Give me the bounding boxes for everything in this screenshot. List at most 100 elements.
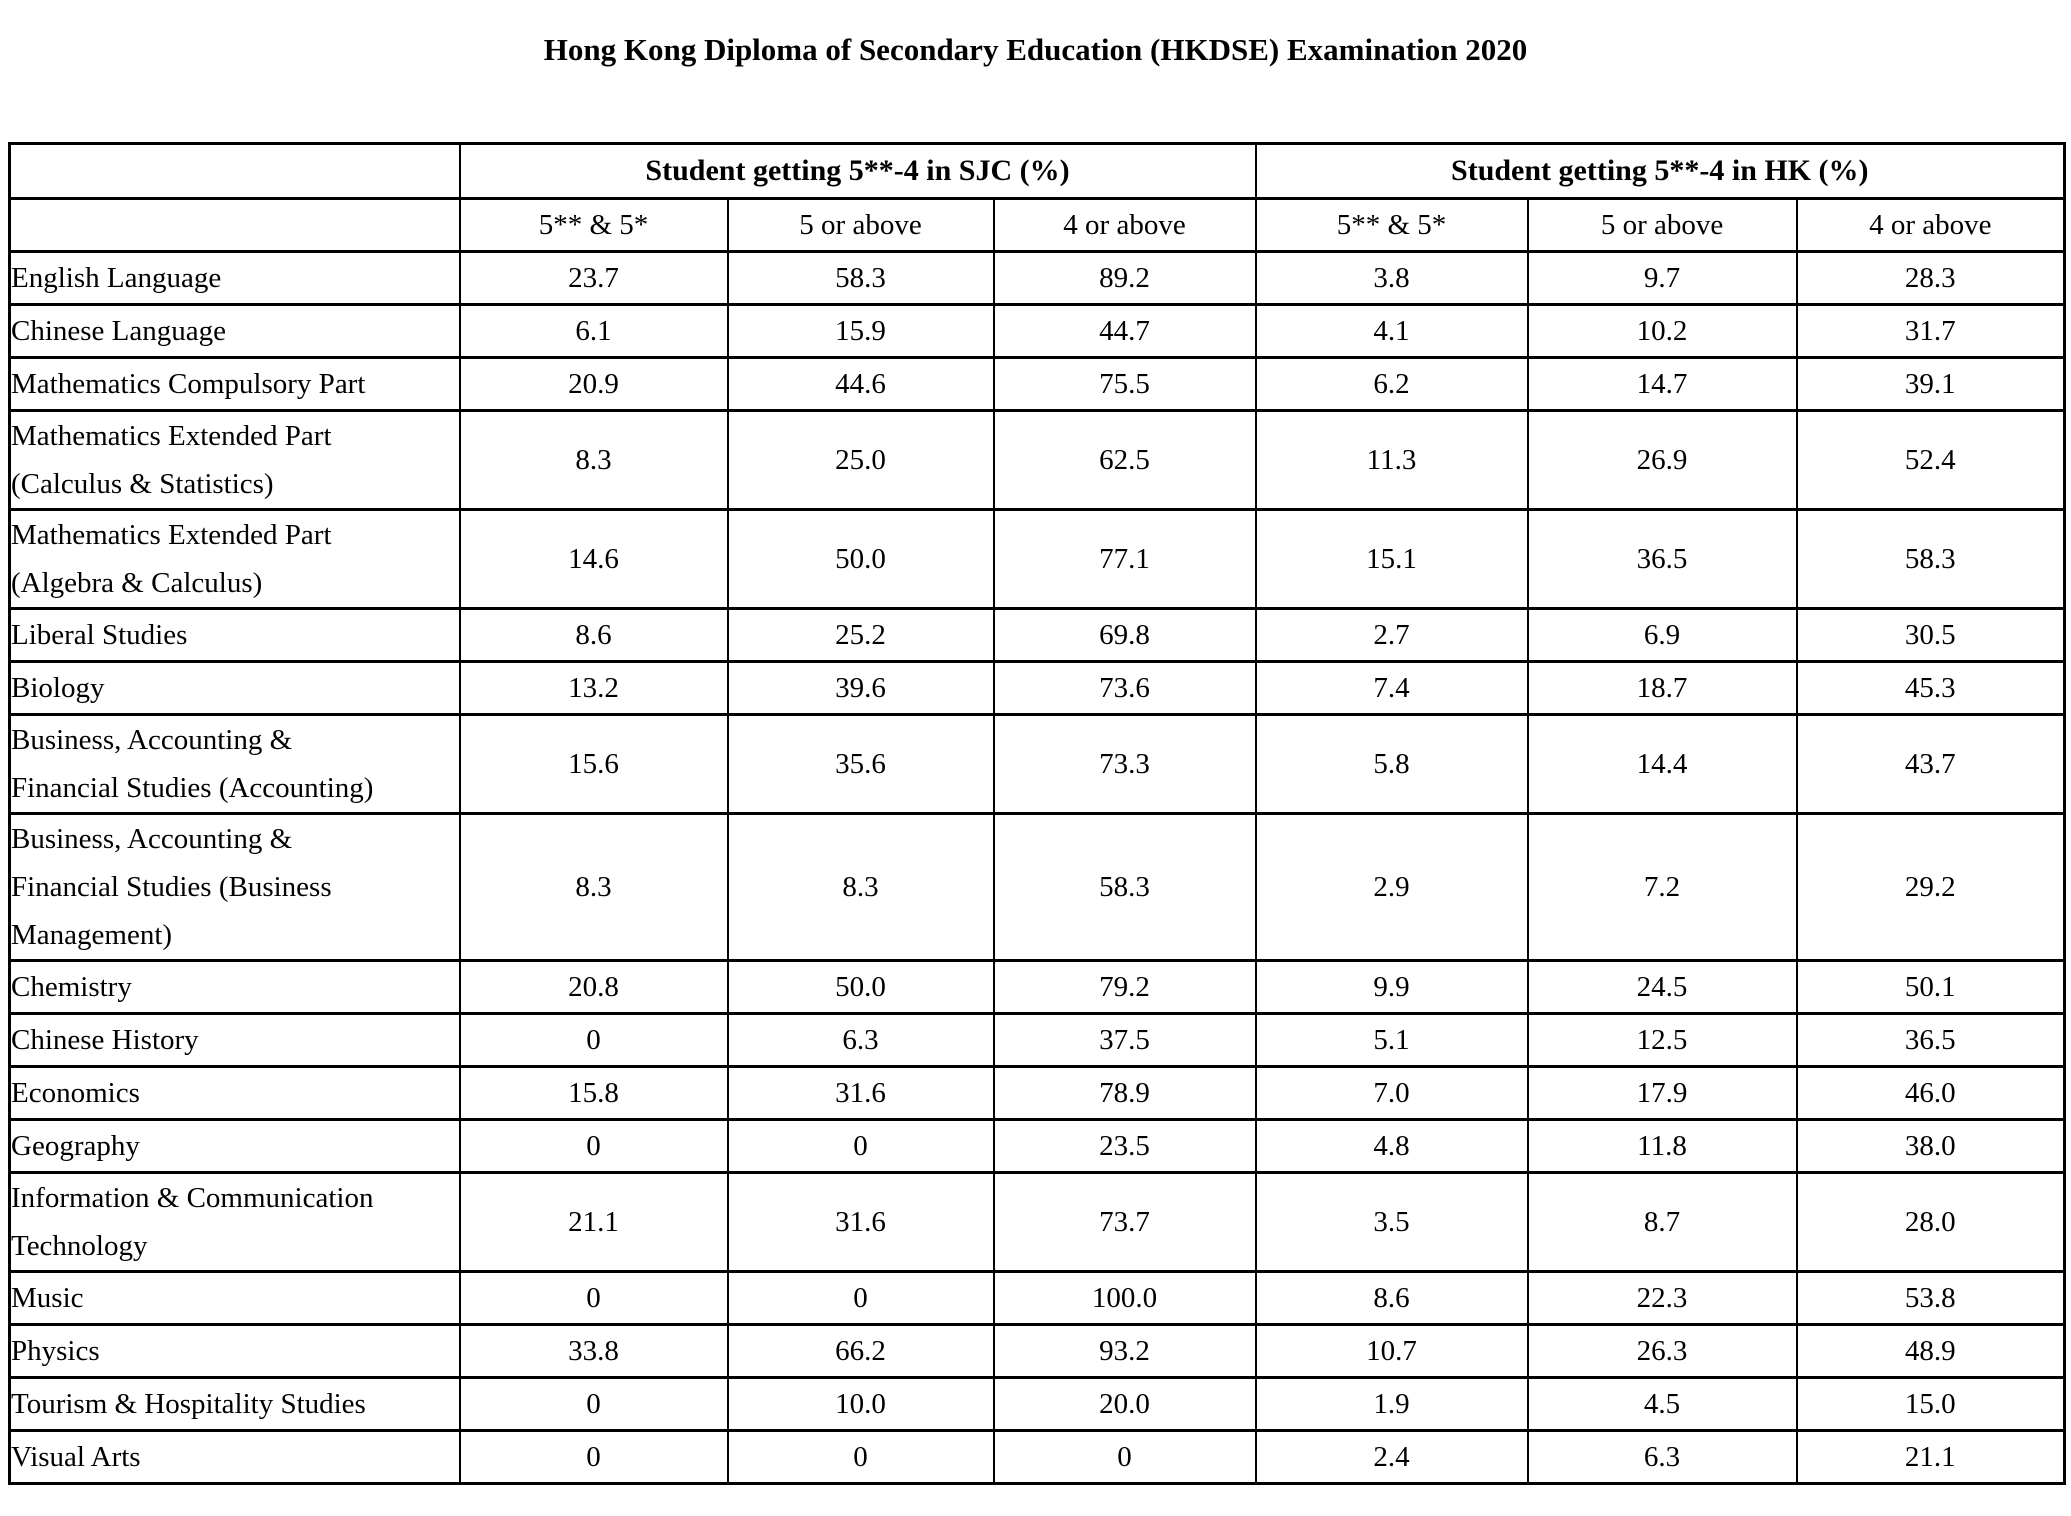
value-cell: 37.5 [992, 1012, 1257, 1068]
value-cell: 6.3 [1526, 1429, 1798, 1485]
value-cell: 35.6 [726, 713, 995, 815]
value-cell: 31.7 [1795, 303, 2066, 359]
value-cell: 22.3 [1526, 1270, 1798, 1326]
table-row: Business, Accounting & Financial Studies… [8, 812, 2066, 962]
table-row: Information & Communication Technology 21… [8, 1171, 2066, 1273]
value-cell: 73.7 [992, 1171, 1257, 1273]
corner-cell [8, 142, 461, 200]
value-cell: 5.1 [1254, 1012, 1529, 1068]
subject-cell: Mathematics Compulsory Part [8, 356, 461, 412]
value-cell: 14.6 [458, 508, 729, 610]
subject-cell: Business, Accounting & Financial Studies… [8, 812, 461, 962]
table-body: English Language 23.7 58.3 89.2 3.8 9.7 28.3 Ch… [8, 250, 2066, 1485]
value-cell: 2.7 [1254, 607, 1529, 663]
value-cell: 15.1 [1254, 508, 1529, 610]
table-header: Student getting 5**-4 in SJC (%) Student… [8, 142, 2066, 253]
value-cell: 43.7 [1795, 713, 2066, 815]
value-cell: 38.0 [1795, 1118, 2066, 1174]
value-cell: 26.9 [1526, 409, 1798, 511]
value-cell: 77.1 [992, 508, 1257, 610]
value-cell: 58.3 [726, 250, 995, 306]
subject-cell: Physics [8, 1323, 461, 1379]
subject-cell: Information & Communication Technology [8, 1171, 461, 1273]
sub-header-row: 5** & 5* 5 or above 4 or above 5** & 5* … [8, 197, 2066, 253]
value-cell: 23.7 [458, 250, 729, 306]
table-row: Economics 15.8 31.6 78.9 7.0 17.9 46.0 [8, 1065, 2066, 1121]
value-cell: 15.8 [458, 1065, 729, 1121]
table-row: Physics 33.8 66.2 93.2 10.7 26.3 48.9 [8, 1323, 2066, 1379]
value-cell: 9.9 [1254, 959, 1529, 1015]
value-cell: 5.8 [1254, 713, 1529, 815]
page-title: Hong Kong Diploma of Secondary Education… [543, 32, 1528, 67]
table-row: Chinese History 0 6.3 37.5 5.1 12.5 36.5 [8, 1012, 2066, 1068]
value-cell: 15.0 [1795, 1376, 2066, 1432]
value-cell: 31.6 [726, 1065, 995, 1121]
results-table: Student getting 5**-4 in SJC (%) Student… [8, 142, 2067, 1485]
value-cell: 69.8 [992, 607, 1257, 663]
value-cell: 0 [458, 1429, 729, 1485]
value-cell: 52.4 [1795, 409, 2066, 511]
value-cell: 7.4 [1254, 660, 1529, 716]
sub-header-hk-5star: 5** & 5* [1254, 197, 1529, 253]
value-cell: 9.7 [1526, 250, 1798, 306]
table-row: Tourism & Hospitality Studies 0 10.0 20.0 1.… [8, 1376, 2066, 1432]
value-cell: 20.0 [992, 1376, 1257, 1432]
subject-cell: Biology [8, 660, 461, 716]
value-cell: 25.0 [726, 409, 995, 511]
value-cell: 93.2 [992, 1323, 1257, 1379]
value-cell: 6.2 [1254, 356, 1529, 412]
subject-cell: Liberal Studies [8, 607, 461, 663]
value-cell: 39.6 [726, 660, 995, 716]
group-header-sjc: Student getting 5**-4 in SJC (%) [458, 142, 1257, 200]
table-row: Visual Arts 0 0 0 2.4 6.3 21.1 [8, 1429, 2066, 1485]
value-cell: 8.3 [458, 812, 729, 962]
value-cell: 3.8 [1254, 250, 1529, 306]
sub-header-sjc-5star: 5** & 5* [458, 197, 729, 253]
table-row: Liberal Studies 8.6 25.2 69.8 2.7 6.9 30.5 [8, 607, 2066, 663]
value-cell: 18.7 [1526, 660, 1798, 716]
group-header-hk: Student getting 5**-4 in HK (%) [1254, 142, 2066, 200]
value-cell: 6.1 [458, 303, 729, 359]
subject-cell: Economics [8, 1065, 461, 1121]
value-cell: 0 [992, 1429, 1257, 1485]
table-row: Chinese Language 6.1 15.9 44.7 4.1 10.2 31.7 [8, 303, 2066, 359]
value-cell: 0 [726, 1270, 995, 1326]
value-cell: 11.3 [1254, 409, 1529, 511]
value-cell: 33.8 [458, 1323, 729, 1379]
value-cell: 45.3 [1795, 660, 2066, 716]
value-cell: 44.6 [726, 356, 995, 412]
value-cell: 79.2 [992, 959, 1257, 1015]
value-cell: 78.9 [992, 1065, 1257, 1121]
value-cell: 0 [458, 1118, 729, 1174]
subject-cell: Geography [8, 1118, 461, 1174]
group-header-row: Student getting 5**-4 in SJC (%) Student… [8, 142, 2066, 200]
value-cell: 3.5 [1254, 1171, 1529, 1273]
sub-header-hk-5above: 5 or above [1526, 197, 1798, 253]
value-cell: 15.6 [458, 713, 729, 815]
sub-header-sjc-5above: 5 or above [726, 197, 995, 253]
value-cell: 20.9 [458, 356, 729, 412]
value-cell: 6.3 [726, 1012, 995, 1068]
value-cell: 15.9 [726, 303, 995, 359]
value-cell: 8.3 [726, 812, 995, 962]
value-cell: 21.1 [458, 1171, 729, 1273]
sub-header-sjc-4above: 4 or above [992, 197, 1257, 253]
value-cell: 50.0 [726, 959, 995, 1015]
value-cell: 4.1 [1254, 303, 1529, 359]
value-cell: 89.2 [992, 250, 1257, 306]
value-cell: 4.5 [1526, 1376, 1798, 1432]
value-cell: 13.2 [458, 660, 729, 716]
value-cell: 8.6 [1254, 1270, 1529, 1326]
value-cell: 0 [458, 1270, 729, 1326]
value-cell: 44.7 [992, 303, 1257, 359]
value-cell: 20.8 [458, 959, 729, 1015]
value-cell: 8.6 [458, 607, 729, 663]
value-cell: 23.5 [992, 1118, 1257, 1174]
value-cell: 66.2 [726, 1323, 995, 1379]
value-cell: 2.4 [1254, 1429, 1529, 1485]
value-cell: 26.3 [1526, 1323, 1798, 1379]
table-row: Mathematics Compulsory Part 20.9 44.6 75.5 6… [8, 356, 2066, 412]
value-cell: 36.5 [1795, 1012, 2066, 1068]
corner-cell [8, 197, 461, 253]
